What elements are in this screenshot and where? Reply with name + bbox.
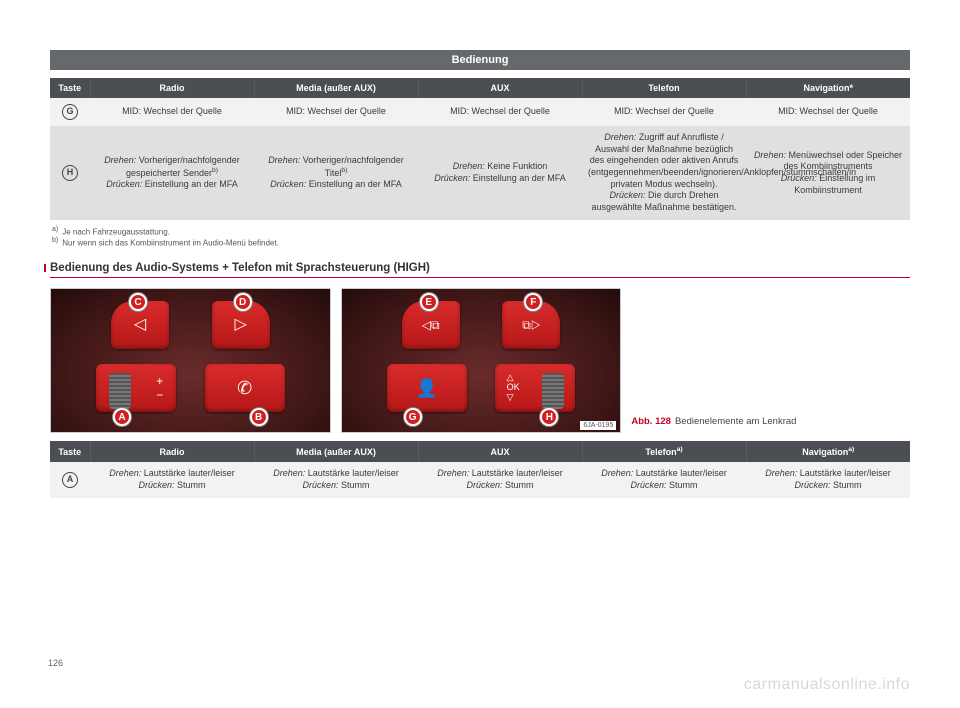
key-cell: G — [50, 98, 90, 126]
watermark: carmanualsonline.info — [744, 676, 910, 694]
table-cell: Drehen: Lautstärke lauter/leiserDrücken:… — [746, 462, 910, 497]
section-title: Bedienung des Audio-Systems + Telefon mi… — [50, 262, 910, 278]
callout-E: E — [420, 293, 438, 311]
table-cell: Drehen: Vorheriger/nachfolgender gespeic… — [90, 126, 254, 220]
table-cell: MID: Wechsel der Quelle — [90, 98, 254, 126]
callout-B: B — [250, 408, 268, 426]
col-header: Navigation* — [746, 78, 910, 98]
table-cell: Drehen: Lautstärke lauter/leiserDrücken:… — [254, 462, 418, 497]
table-cell: Drehen: Lautstärke lauter/leiserDrücken:… — [418, 462, 582, 497]
panel-vol: +− — [96, 364, 176, 412]
figure-caption-text: Bedienelemente am Lenkrad — [675, 416, 796, 427]
col-header: Telefon — [582, 78, 746, 98]
table-1: TasteRadioMedia (außer AUX)AUXTelefonNav… — [50, 78, 910, 220]
col-header: AUX — [418, 78, 582, 98]
footnote: a)Je nach Fahrzeugausstattung. — [52, 226, 910, 237]
table-2: TasteRadioMedia (außer AUX)AUXTelefona)N… — [50, 441, 910, 497]
figure-caption: Abb. 128 Bedienelemente am Lenkrad — [631, 288, 910, 433]
table-cell: Drehen: Lautstärke lauter/leiserDrücken:… — [90, 462, 254, 497]
figure-right: ◁⧉ ⧉▷ 👤 △OK▽ E F G H 6JA-0195 — [341, 288, 622, 433]
col-header: Radio — [90, 441, 254, 462]
callout-H: H — [540, 408, 558, 426]
callout-D: D — [234, 293, 252, 311]
page-number: 126 — [48, 658, 63, 668]
col-header: AUX — [418, 441, 582, 462]
figure-left: ◁ ▷ +− ✆ C D A B — [50, 288, 331, 433]
table-cell: MID: Wechsel der Quelle — [746, 98, 910, 126]
table-cell: Drehen: Zugriff auf Anrufliste / Auswahl… — [582, 126, 746, 220]
col-header: Media (außer AUX) — [254, 441, 418, 462]
key-cell: A — [50, 462, 90, 497]
figure-ref: Abb. 128 — [631, 416, 671, 427]
footnote: b)Nur wenn sich das Kombiinstrument im A… — [52, 237, 910, 248]
figure-code: 6JA-0195 — [580, 421, 616, 430]
callout-A: A — [113, 408, 131, 426]
col-header: Taste — [50, 78, 90, 98]
section-header: Bedienung — [50, 50, 910, 70]
table-cell: Drehen: Vorheriger/nachfolgender Titelb)… — [254, 126, 418, 220]
table-cell: MID: Wechsel der Quelle — [582, 98, 746, 126]
footnotes: a)Je nach Fahrzeugausstattung.b)Nur wenn… — [52, 226, 910, 248]
panel-phone: ✆ — [205, 364, 285, 412]
col-header: Telefona) — [582, 441, 746, 462]
col-header: Navigationa) — [746, 441, 910, 462]
panel-voice: 👤 — [387, 364, 467, 412]
key-cell: H — [50, 126, 90, 220]
table-cell: MID: Wechsel der Quelle — [418, 98, 582, 126]
figure-row: ◁ ▷ +− ✆ C D A B ◁⧉ ⧉▷ 👤 △OK▽ E F G H 6J… — [50, 288, 910, 433]
table-cell: Drehen: Lautstärke lauter/leiserDrücken:… — [582, 462, 746, 497]
panel-ok: △OK▽ — [495, 364, 575, 412]
col-header: Media (außer AUX) — [254, 78, 418, 98]
table-cell: MID: Wechsel der Quelle — [254, 98, 418, 126]
col-header: Taste — [50, 441, 90, 462]
table-cell: Drehen: Keine FunktionDrücken: Einstellu… — [418, 126, 582, 220]
callout-C: C — [129, 293, 147, 311]
col-header: Radio — [90, 78, 254, 98]
callout-G: G — [404, 408, 422, 426]
